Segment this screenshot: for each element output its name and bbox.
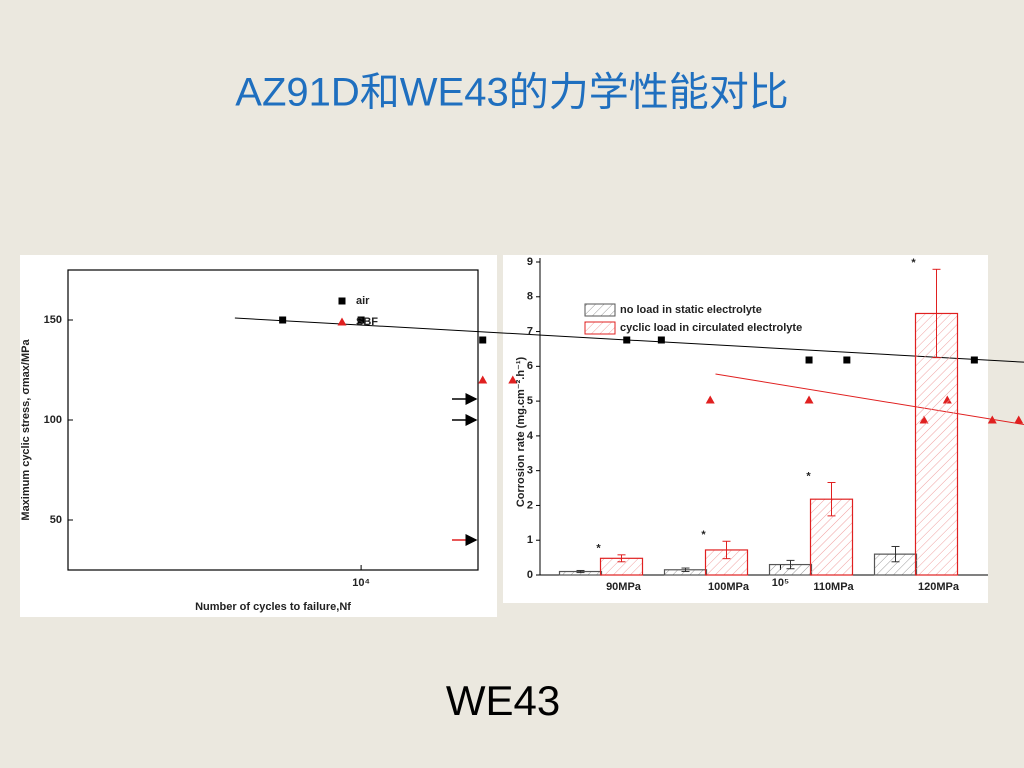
legend-swatch — [337, 317, 347, 326]
slide-title: AZ91D和WE43的力学性能对比 — [235, 71, 788, 115]
point — [987, 415, 997, 424]
point — [478, 375, 488, 384]
point — [479, 336, 487, 344]
legend-label: air — [356, 295, 370, 307]
point — [508, 375, 518, 384]
y-axis-label: Maximum cyclic stress, σmax/MPa — [20, 339, 32, 521]
y-tick-label: 7 — [527, 325, 533, 337]
y-tick-label: 150 — [44, 314, 62, 326]
fit-line — [715, 373, 1024, 426]
y-tick-label: 8 — [527, 291, 533, 303]
chart-panel — [20, 255, 497, 617]
legend-swatch — [584, 303, 616, 317]
point — [657, 336, 665, 344]
y-tick-label: 3 — [527, 465, 533, 477]
x-tick-label: 10⁴ — [352, 577, 370, 589]
annotation: * — [701, 529, 706, 541]
point — [623, 336, 631, 344]
x-tick-label: 90MPa — [606, 581, 642, 593]
x-tick-label: 120MPa — [918, 581, 960, 593]
y-tick-label: 50 — [50, 514, 62, 526]
chart-panel — [503, 255, 988, 603]
fit-line — [234, 317, 1024, 363]
y-tick-label: 9 — [527, 256, 533, 268]
legend-label: no load in static electrolyte — [620, 304, 762, 316]
point — [279, 316, 287, 324]
y-axis-label: Corrosion rate (mg.cm⁻².h⁻¹) — [515, 356, 527, 507]
y-tick-label: 6 — [527, 360, 533, 372]
point — [357, 316, 365, 324]
y-tick-label: 5 — [527, 395, 533, 407]
x-tick-label: 110MPa — [813, 581, 854, 593]
point — [970, 356, 978, 364]
legend-swatch — [338, 297, 346, 305]
point — [705, 395, 715, 404]
point — [805, 356, 813, 364]
annotation: * — [596, 543, 601, 555]
y-tick-label: 4 — [527, 430, 534, 442]
point — [843, 356, 851, 364]
y-tick-label: 1 — [527, 534, 533, 546]
x-tick-label: 100MPa — [708, 581, 750, 593]
bar — [704, 549, 749, 576]
legend-label: cyclic load in circulated electrolyte — [620, 322, 802, 334]
legend-label: SBF — [356, 316, 378, 328]
annotation: * — [806, 470, 811, 482]
legend-swatch — [584, 321, 616, 335]
point — [804, 395, 814, 404]
y-tick-label: 0 — [527, 569, 533, 581]
caption: WE43 — [446, 677, 560, 724]
x-axis-label: Number of cycles to failure,Nf — [195, 601, 351, 613]
x-tick-label: 10⁵ — [772, 577, 789, 589]
y-tick-label: 2 — [527, 499, 533, 511]
annotation: * — [911, 257, 916, 269]
y-tick-label: 100 — [44, 414, 62, 426]
point — [1014, 415, 1024, 424]
